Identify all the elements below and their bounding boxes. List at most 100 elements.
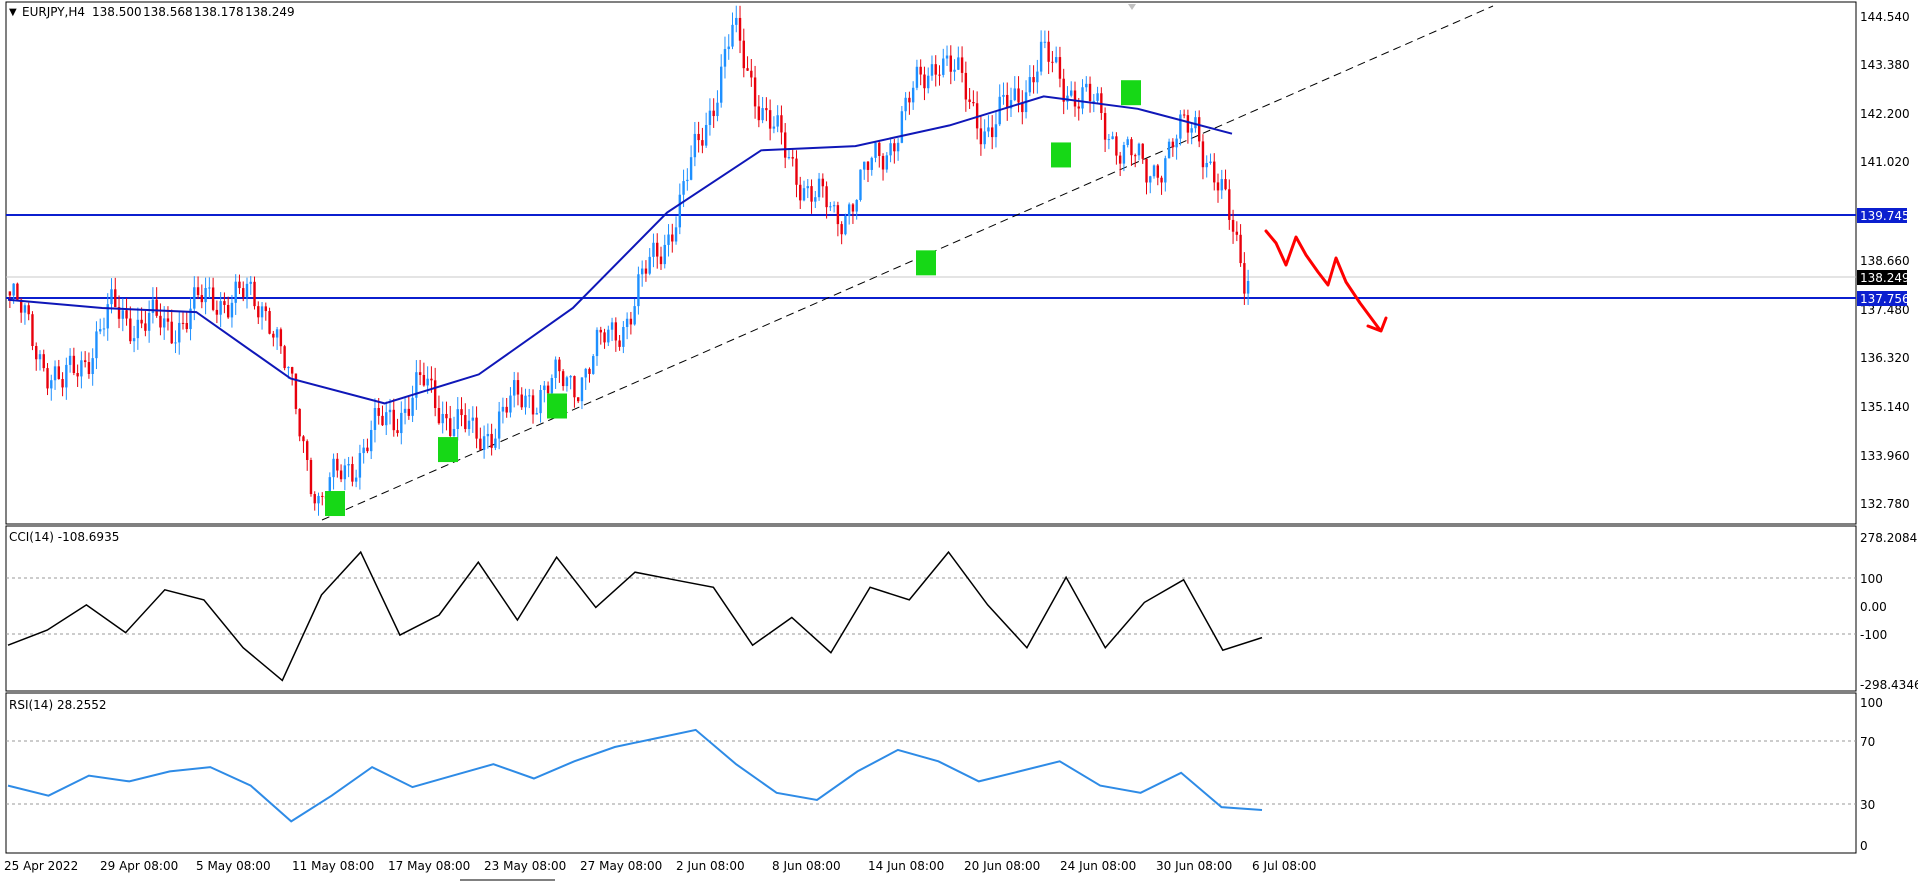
candle-body xyxy=(810,186,813,202)
candle-body xyxy=(377,408,380,416)
candle-body xyxy=(362,447,365,454)
candle-body xyxy=(358,453,362,478)
candle-body xyxy=(697,133,700,141)
candle-body xyxy=(42,354,45,369)
candle-body xyxy=(629,318,633,325)
candle-body xyxy=(430,378,433,381)
candle-body xyxy=(580,377,584,402)
candle-body xyxy=(80,360,83,377)
candle-body xyxy=(136,319,140,339)
candle-body xyxy=(964,72,968,100)
candle-body xyxy=(260,306,264,318)
candle-body xyxy=(155,299,158,316)
price-tick: 142.200 xyxy=(1860,107,1910,121)
candle-body xyxy=(467,420,471,430)
candle-body xyxy=(490,433,493,448)
candle-body xyxy=(204,287,207,303)
candle-body xyxy=(117,307,121,319)
signal-marker xyxy=(1051,142,1071,168)
candle-body xyxy=(659,256,663,265)
candle-body xyxy=(821,178,825,187)
candlestick-series xyxy=(8,5,1250,516)
candle-body xyxy=(83,360,87,363)
candle-body xyxy=(388,409,392,413)
cci-label: CCI(14) -108.6935 xyxy=(9,530,119,544)
rsi-line xyxy=(7,728,1263,823)
candle-body xyxy=(422,374,426,386)
level-tag-upper: 139.745 xyxy=(1860,209,1910,223)
price-axis[interactable]: 144.540 143.380 142.200 141.020 138.660 … xyxy=(1860,10,1910,511)
candle-body xyxy=(550,377,554,394)
candle-body xyxy=(859,169,862,200)
candle-body xyxy=(1224,179,1227,190)
candle-body xyxy=(396,430,399,434)
candle-body xyxy=(166,318,170,322)
projection-arrow[interactable] xyxy=(1264,229,1388,333)
candle-body xyxy=(1062,78,1065,102)
rsi-tick: 30 xyxy=(1860,798,1875,812)
candle-body xyxy=(445,413,448,419)
candle-body xyxy=(735,17,738,25)
candle-body xyxy=(972,102,975,104)
candle-body xyxy=(1013,88,1016,101)
candle-body xyxy=(38,354,42,360)
candle-body xyxy=(1096,93,1099,101)
candle-body xyxy=(306,441,309,461)
level-tag-lower-bg xyxy=(1857,291,1907,306)
candle-body xyxy=(1235,231,1239,235)
rsi-pane[interactable] xyxy=(5,692,1857,854)
candle-body xyxy=(162,318,166,328)
candle-body xyxy=(509,395,512,413)
candle-body xyxy=(1054,57,1058,63)
cci-axis: 278.2084 100 0.00 -100 -298.4346 xyxy=(1860,531,1918,692)
candle-body xyxy=(76,372,79,377)
candle-body xyxy=(317,495,320,504)
candle-body xyxy=(738,17,742,41)
candle-body xyxy=(366,447,369,452)
time-label: 23 May 08:00 xyxy=(484,859,566,873)
candle-body xyxy=(129,318,132,342)
candle-body xyxy=(1051,61,1054,63)
candle-body xyxy=(802,188,806,201)
trendline[interactable] xyxy=(321,5,1494,521)
cci-pane[interactable] xyxy=(5,525,1857,692)
candle-body xyxy=(825,186,828,208)
candle-body xyxy=(242,288,245,297)
chart-shift-marker[interactable] xyxy=(1128,4,1136,10)
candle-body xyxy=(791,157,794,159)
time-label: 25 Apr 2022 xyxy=(4,859,78,873)
candle-body xyxy=(354,477,358,482)
candle-body xyxy=(185,322,188,330)
candle-body xyxy=(1179,114,1182,139)
candle-body xyxy=(1134,155,1137,157)
candle-body xyxy=(610,322,614,330)
price-tick: 141.020 xyxy=(1860,155,1910,169)
candle-body xyxy=(968,99,971,103)
time-axis[interactable]: 25 Apr 2022 29 Apr 08:00 5 May 08:00 11 … xyxy=(4,859,1316,873)
collapse-triangle-icon[interactable]: ▼ xyxy=(9,7,17,18)
symbol-label: EURJPY,H4 xyxy=(22,5,85,19)
candle-body xyxy=(245,283,249,297)
candle-body xyxy=(264,306,268,312)
candle-body xyxy=(1002,94,1005,97)
candle-body xyxy=(712,110,715,117)
candle-body xyxy=(309,460,313,495)
candle-body xyxy=(772,126,776,129)
candle-body xyxy=(731,24,734,47)
candle-body xyxy=(1201,141,1205,168)
candle-body xyxy=(170,321,173,344)
candle-body xyxy=(1160,177,1163,183)
candle-body xyxy=(275,329,279,338)
candle-body xyxy=(814,197,817,202)
candle-body xyxy=(1073,90,1077,107)
candle-body xyxy=(896,142,900,152)
candle-body xyxy=(1216,182,1220,191)
candle-body xyxy=(885,155,889,170)
candle-body xyxy=(761,108,764,121)
candle-body xyxy=(881,155,885,170)
cci-guides xyxy=(6,577,1856,635)
candle-body xyxy=(479,438,482,450)
candle-body xyxy=(415,372,418,398)
